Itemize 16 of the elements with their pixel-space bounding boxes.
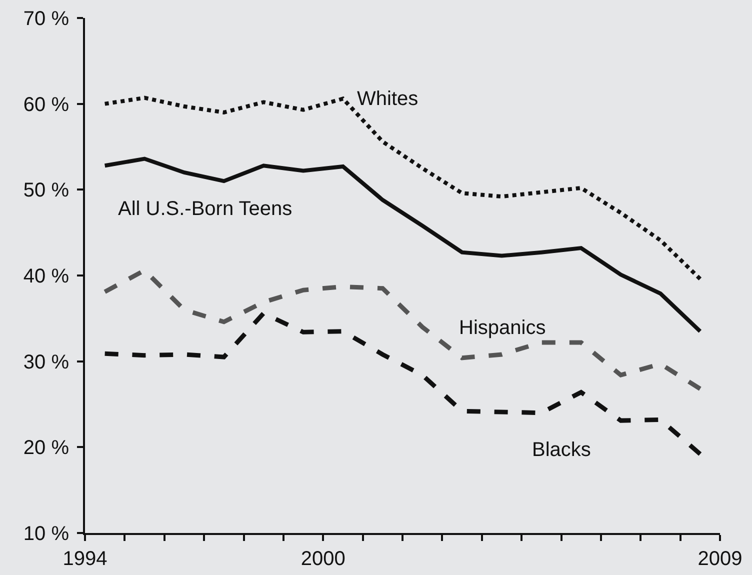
series-label: All U.S.-Born Teens [118,198,292,220]
y-tick-label: 10 % [23,523,70,545]
series-label: Blacks [532,439,591,461]
line-series [102,311,702,456]
line-series [102,268,702,392]
series-label: Whites [357,88,418,110]
y-tick-label: 70 % [23,8,70,30]
y-tick-label: 40 % [23,266,70,288]
y-tick-label: 20 % [23,437,70,460]
y-tick-label: 60 % [23,94,70,116]
x-tick-label: 1994 [62,548,108,570]
y-tick-label: 50 % [23,180,70,202]
y-tick-label: 30 % [23,351,70,374]
x-tick-label: 2009 [698,548,742,570]
series-label: Hispanics [459,317,546,339]
x-tick-label: 2000 [300,548,346,570]
